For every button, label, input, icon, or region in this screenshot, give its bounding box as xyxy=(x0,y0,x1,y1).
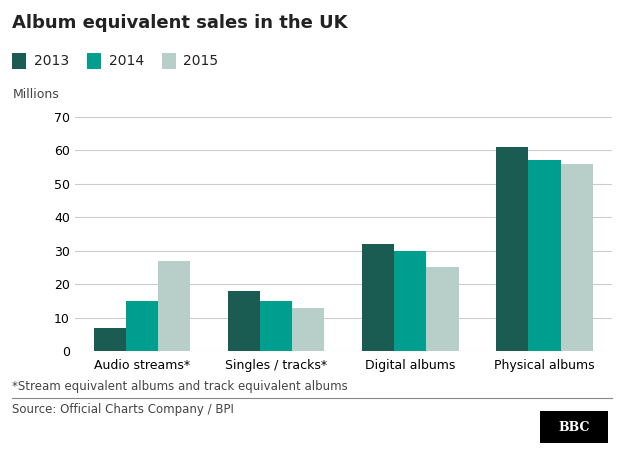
Bar xyxy=(529,161,560,351)
Text: Millions: Millions xyxy=(12,88,59,101)
Bar xyxy=(228,291,260,351)
Bar xyxy=(158,261,190,351)
Text: Album equivalent sales in the UK: Album equivalent sales in the UK xyxy=(12,14,348,32)
Bar xyxy=(362,244,394,351)
Text: 2015: 2015 xyxy=(183,54,218,68)
Bar xyxy=(94,328,126,351)
Text: Source: Official Charts Company / BPI: Source: Official Charts Company / BPI xyxy=(12,403,235,416)
Bar xyxy=(126,301,158,351)
Text: *Stream equivalent albums and track equivalent albums: *Stream equivalent albums and track equi… xyxy=(12,380,348,393)
Bar xyxy=(496,147,529,351)
Bar xyxy=(426,267,459,351)
Bar xyxy=(394,251,426,351)
Bar xyxy=(560,164,593,351)
Text: 2013: 2013 xyxy=(34,54,69,68)
Text: BBC: BBC xyxy=(558,421,590,433)
Bar xyxy=(260,301,292,351)
Text: 2014: 2014 xyxy=(109,54,144,68)
Bar xyxy=(292,307,324,351)
